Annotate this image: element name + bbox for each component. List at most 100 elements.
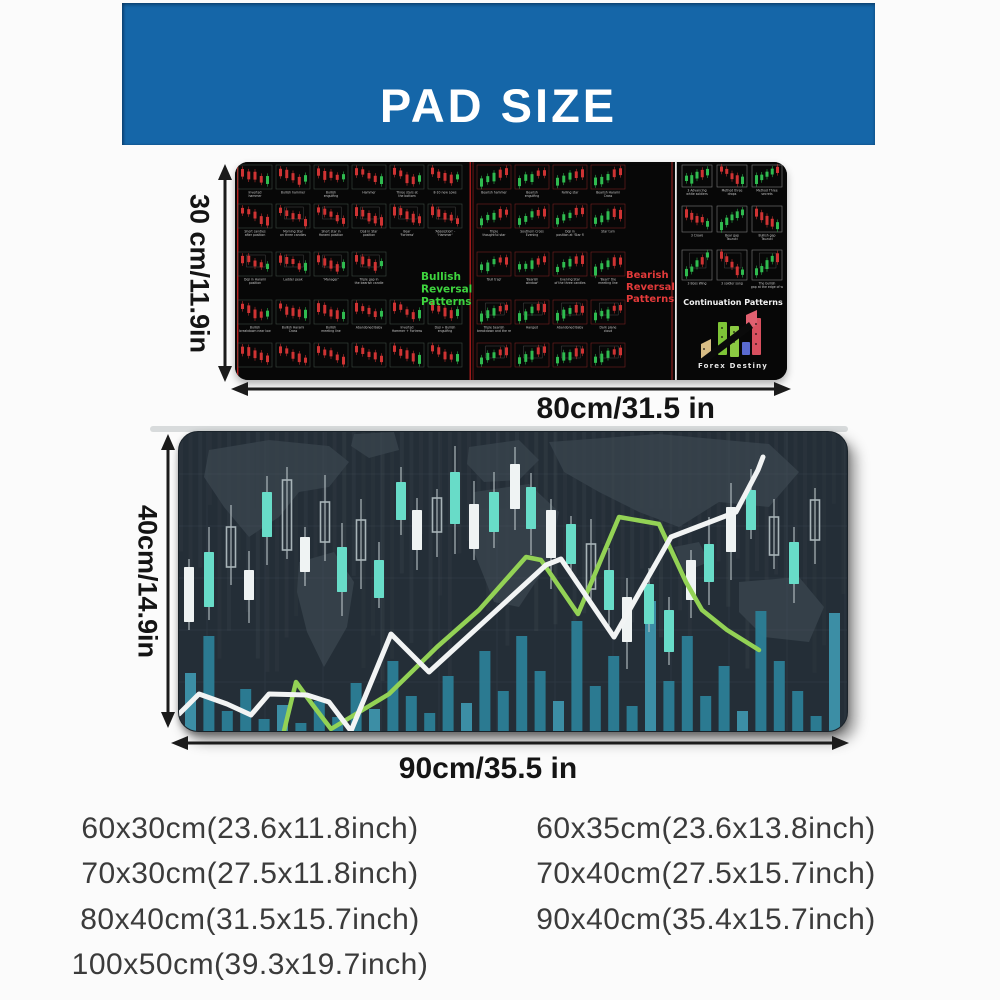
section-title: Continuation Patterns	[683, 298, 783, 307]
pattern-tile-label: Doji + Bullish engulfing	[435, 325, 456, 333]
width-arrow-bottom-pad	[171, 736, 849, 750]
size-option: 70x30cm(27.5x11.8inch)	[81, 857, 419, 891]
pattern-tile: Bearish Harami Cross	[590, 164, 626, 198]
pattern-tile: Method Three secrets	[751, 164, 783, 196]
pattern-tile: Bearish engulfing	[514, 164, 550, 198]
pattern-tile	[351, 342, 387, 368]
pad-text-layer: Bullish Reversal Patterns Bearish Reversal Pa…	[421, 270, 783, 370]
pattern-tile	[237, 342, 273, 368]
section-title: Bullish Reversal Patterns	[421, 271, 472, 308]
pattern-tile: Bear gap Tsuzuki	[716, 205, 748, 241]
pattern-tile-label: Southern Cross Evening	[520, 229, 544, 237]
pattern-tile-label: 3 soldier song	[721, 281, 743, 285]
pattern-tile: 'Bearish window'	[514, 251, 550, 285]
pattern-tile: Abandoned Baby	[552, 299, 588, 329]
pattern-tile-label: Hammer	[362, 190, 376, 194]
pattern-tile-label: Evening Star of the three candles	[554, 277, 585, 285]
pattern-tile: Bear 'Fortress'	[389, 203, 425, 237]
pattern-tile: Short star in Harami position	[313, 203, 349, 237]
section-title: Bearish Reversal Patterns	[626, 270, 675, 305]
pattern-tile-label: Abandoned Baby	[356, 325, 383, 329]
volume-bars-layer	[185, 601, 840, 731]
pattern-tile: 3 soldier song	[716, 248, 748, 285]
forex-destiny-logo	[699, 310, 761, 365]
size-option: 60x30cm(23.6x11.8inch)	[81, 812, 419, 845]
green-trend-line	[281, 514, 762, 731]
section-separators	[237, 162, 677, 380]
pattern-tile: Inverted Hammer + Fortress	[389, 299, 425, 333]
pattern-tile-label: Star turn	[601, 229, 615, 233]
pattern-tile-label: Ladder peak	[283, 277, 302, 281]
pattern-tile-label: Bullish Harami Cross	[282, 325, 305, 333]
pattern-tile: Dark plane cloud	[590, 299, 626, 333]
pattern-tile: Bullish hammer	[275, 164, 311, 194]
pattern-tile-label: Doji in position at 'Star fl	[556, 229, 584, 237]
pattern-tile: Bullish Harami Cross	[275, 299, 311, 333]
pattern-tile-label: Bullish engulfing	[324, 190, 339, 198]
pattern-tile-label: Bearish hammer	[481, 190, 507, 194]
trading-chart-canvas	[179, 432, 847, 731]
texture-layer	[342, 432, 347, 562]
pattern-tile: The bullish gap at the edge of w	[751, 249, 784, 289]
pattern-tile-label: 8-10 new Lows	[433, 190, 456, 194]
pattern-tile: Inverted hammer	[237, 164, 273, 198]
pattern-tile: Hanged	[514, 299, 550, 329]
pattern-tile	[313, 342, 349, 368]
pattern-tile: Bullish engulfing	[313, 164, 349, 198]
pattern-tile-label: Triple bearish breakdown and the re	[477, 325, 511, 333]
pattern-tile: Falling star	[552, 164, 588, 194]
pattern-tile-label: Three stars at the bottom	[395, 190, 418, 198]
pattern-tile	[275, 342, 311, 368]
pattern-tile-label: Doji in Star position	[360, 229, 378, 237]
width-arrow-top-pad	[231, 382, 791, 396]
pattern-tile	[514, 342, 550, 368]
pattern-tile-label: Bullish breakdown near low	[239, 325, 271, 333]
pattern-tile: 3 Boss Wing	[681, 249, 713, 285]
pattern-tile-label: Morning Star on three candles	[280, 229, 306, 237]
pattern-tile-label: Triple gap in the bearish candle	[355, 277, 384, 285]
pattern-tile-label: The bullish gap at the edge of w	[751, 281, 784, 289]
pattern-tile: 'Bear!' the meeting line	[590, 251, 626, 285]
pattern-tile-label: 'Bearish window'	[526, 277, 539, 285]
pattern-tile-label: Bearish Harami Cross	[596, 190, 620, 198]
pattern-tile-label: Inverted hammer	[248, 190, 262, 198]
size-option: 60x35cm(23.6x13.8inch)	[536, 812, 876, 845]
pattern-tile: Doji in Harami position	[237, 251, 273, 285]
pattern-tile-label: Bullish gap Tsuzuki	[758, 233, 775, 241]
brand-name: Forex Destiny	[698, 362, 768, 370]
pattern-tile: 'Absorption' -'Hammer'	[427, 203, 463, 237]
pattern-tile-label: 'Bull trap'	[487, 277, 502, 281]
pattern-tile: Ladder peak	[275, 251, 311, 281]
pattern-tile: Bullish gap Tsuzuki	[751, 205, 783, 241]
pattern-tile	[590, 342, 626, 368]
pattern-tile: Evening Star of the three candles	[552, 251, 588, 285]
bottom-pad-width-label: 90cm/35.5 in	[398, 752, 578, 785]
pattern-tile: 'Bull trap'	[476, 251, 512, 281]
pattern-tile	[389, 342, 425, 368]
pattern-tile: Bullish meeting line	[313, 299, 349, 333]
size-options-left-column: 60x30cm(23.6x11.8inch) 70x30cm(27.5x11.8i…	[38, 806, 462, 988]
pattern-tile-label: 3 Crows	[691, 233, 704, 237]
pattern-tile	[552, 342, 588, 368]
size-option: 90x40cm(35.4x15.7inch)	[536, 902, 876, 936]
pattern-tile: Star turn	[590, 203, 626, 233]
pattern-tile-label: Bullish meeting line	[321, 325, 340, 333]
white-trend-line	[179, 454, 766, 731]
pattern-tile-label: Dark plane cloud	[600, 325, 617, 333]
pattern-tile	[476, 342, 512, 368]
pattern-tile: Doji + Bullish engulfing	[427, 299, 463, 333]
pattern-tile-label: Doji in Harami position	[244, 277, 266, 285]
pattern-tile: Southern Cross Evening	[514, 203, 550, 237]
page-title: PAD SIZE	[379, 79, 618, 132]
pattern-tile-label: Triple thoughtful star	[482, 229, 506, 237]
pattern-tile: Bullish breakdown near low	[237, 299, 273, 333]
pattern-tile-label: Bear gap Tsuzuki	[725, 233, 739, 241]
size-option: 70x40cm(27.5x15.7inch)	[536, 857, 876, 891]
pattern-tile-label: 3 Boss Wing	[688, 281, 707, 285]
pattern-tile-label: Method three drops	[722, 188, 743, 196]
pattern-tile: 3 Crows	[681, 205, 713, 237]
pattern-tile-label: Falling star	[562, 190, 580, 194]
pattern-tile	[427, 342, 463, 368]
top-pad-width-label: 80cm/31.5 in	[536, 392, 715, 425]
